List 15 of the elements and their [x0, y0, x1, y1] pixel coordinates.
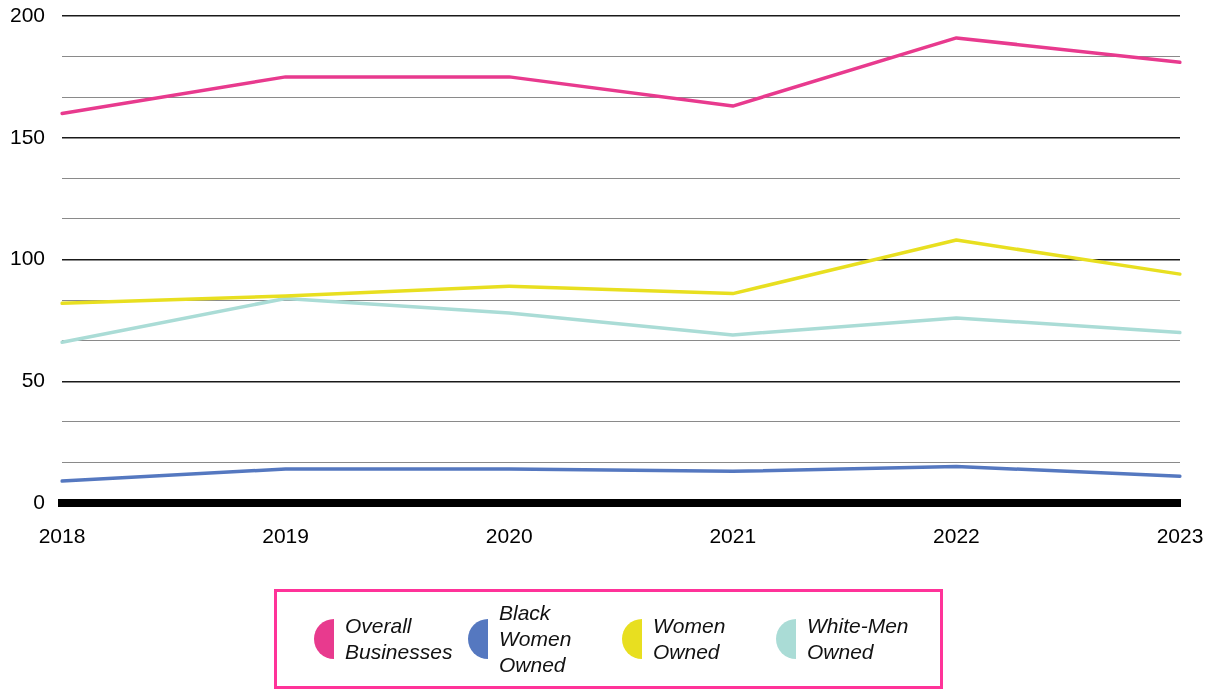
x-tick-label: 2023 [1156, 524, 1204, 548]
x-tick-label: 2022 [933, 524, 980, 548]
x-tick-label: 2018 [38, 524, 86, 548]
y-tick-label: 0 [33, 489, 45, 513]
y-tick-label: 50 [21, 368, 45, 392]
x-tick-label: 2019 [262, 524, 309, 548]
legend-label: Black Women Owned [499, 600, 573, 678]
y-tick-label: 100 [9, 246, 45, 270]
y-tick-label: 200 [9, 2, 45, 26]
legend-label: White-Men Owned [807, 613, 910, 665]
x-tick-label: 2020 [485, 524, 533, 548]
legend-label: Overall Businesses [345, 613, 454, 665]
legend-label: Women Owned [653, 613, 727, 665]
y-tick-label: 150 [9, 124, 45, 148]
x-tick-label: 2021 [709, 524, 757, 548]
